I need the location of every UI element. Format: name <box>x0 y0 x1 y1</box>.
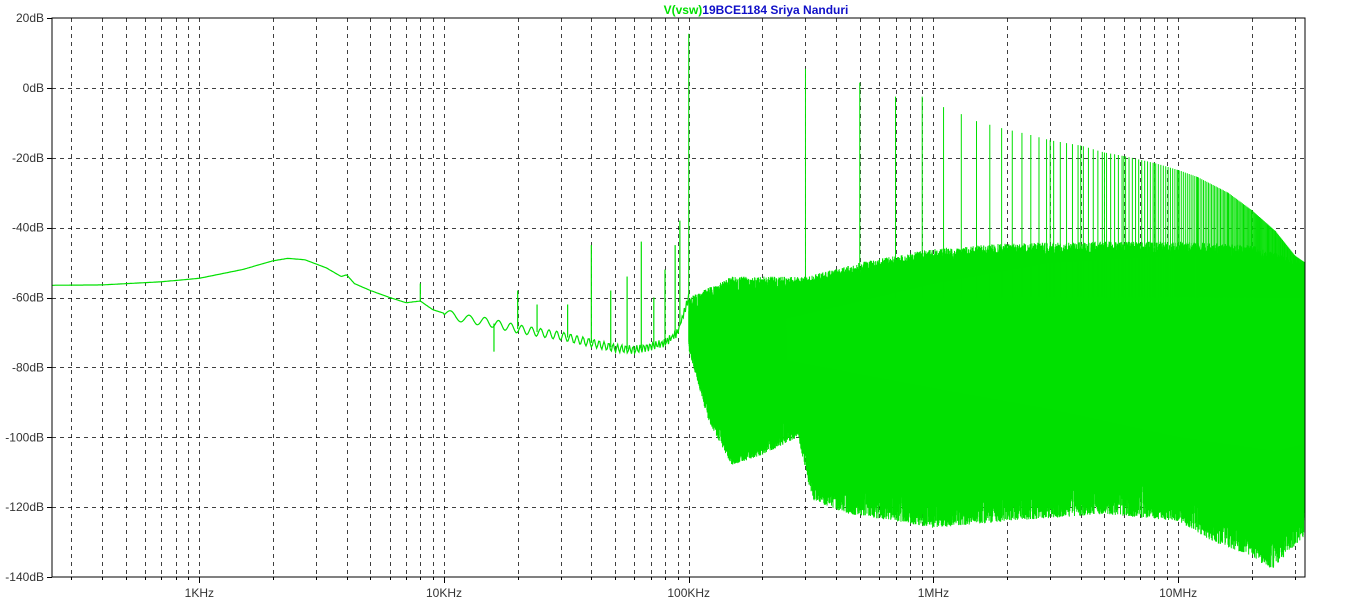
y-tick-label: -140dB <box>5 570 44 584</box>
x-tick-label: 1KHz <box>185 586 214 600</box>
y-tick-label: 0dB <box>23 81 44 95</box>
x-tick-label: 100KHz <box>667 586 710 600</box>
x-tick-label: 10KHz <box>426 586 462 600</box>
y-tick-label: -20dB <box>12 151 44 165</box>
y-tick-label: -40dB <box>12 221 44 235</box>
y-tick-label: -60dB <box>12 291 44 305</box>
x-tick-label: 10MHz <box>1159 586 1197 600</box>
y-tick-label: 20dB <box>16 11 44 25</box>
y-tick-label: -80dB <box>12 360 44 374</box>
trace-band-core <box>786 255 1305 451</box>
x-tick-label: 1MHz <box>918 586 949 600</box>
y-tick-label: -100dB <box>5 430 44 444</box>
y-axis-labels: 20dB 0dB -20dB -40dB -60dB -80dB -100dB -120dB -… <box>5 11 44 584</box>
trace-baseline <box>52 257 690 356</box>
legend-title: 19BCE1184 Sriya Nanduri <box>702 3 848 17</box>
chart-legend: V(vsw)19BCE1184 Sriya Nanduri <box>664 3 849 17</box>
trace-layer <box>52 33 1306 568</box>
y-tick-label: -120dB <box>5 500 44 514</box>
x-axis-labels: 1KHz 10KHz 100KHz 1MHz 10MHz <box>185 586 1197 600</box>
plot-frame <box>51 17 1306 578</box>
legend-trace-name: V(vsw) <box>664 3 703 17</box>
